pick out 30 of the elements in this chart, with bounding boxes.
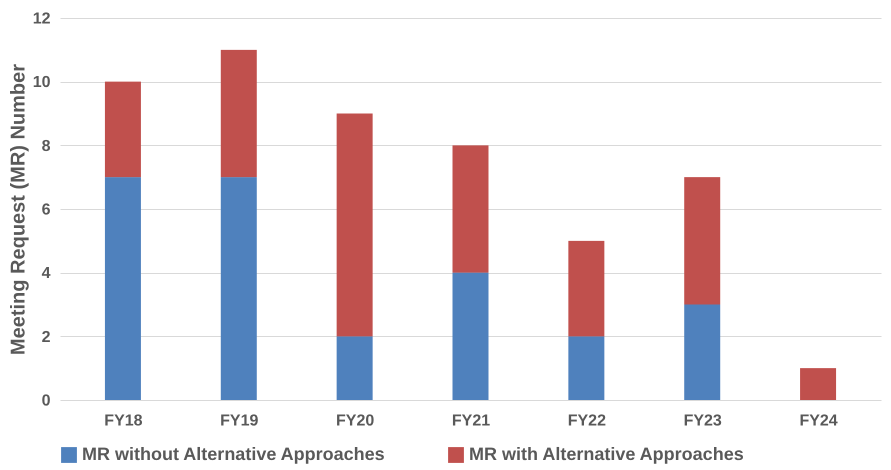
bar (684, 304, 720, 400)
legend-label: MR without Alternative Approaches (82, 444, 385, 464)
x-tick-label: FY20 (336, 412, 374, 430)
x-tick-label: FY18 (104, 412, 143, 430)
y-tick-label: 10 (32, 74, 51, 92)
bar (452, 272, 488, 400)
bar (684, 177, 720, 304)
bar (104, 82, 141, 178)
y-axis-title: Meeting Request (MR) Number (8, 64, 30, 356)
bar (800, 368, 836, 400)
bar (220, 177, 257, 400)
y-tick-label: 4 (42, 265, 51, 282)
bar (336, 114, 373, 336)
bar (452, 145, 488, 273)
y-tick-label: 0 (42, 392, 51, 410)
x-tick-label: FY19 (220, 412, 259, 430)
x-tick-label: FY24 (799, 412, 838, 430)
y-tick-label: 6 (42, 202, 51, 218)
y-tick-label: 8 (42, 138, 51, 155)
bar (220, 50, 257, 178)
bar (568, 336, 604, 400)
bar (336, 336, 373, 400)
x-tick-label: FY23 (684, 412, 722, 430)
y-tick-label: 2 (42, 328, 51, 346)
x-tick-label: FY21 (452, 412, 490, 430)
y-tick-label: 12 (32, 10, 51, 28)
x-tick-label: FY22 (568, 412, 606, 430)
bar (568, 240, 604, 336)
bar (104, 177, 141, 400)
legend-label: MR with Alternative Approaches (469, 444, 744, 464)
